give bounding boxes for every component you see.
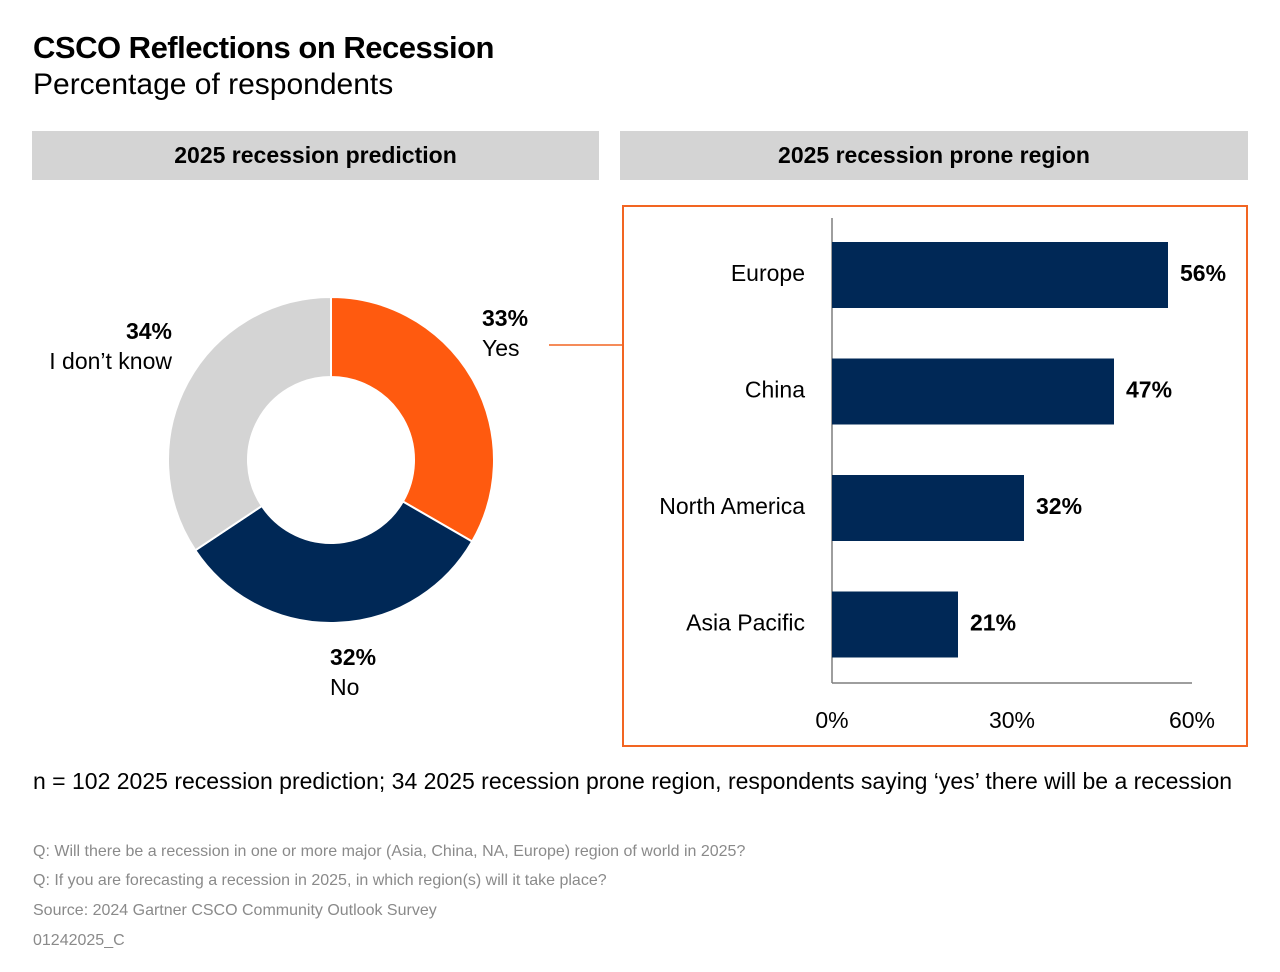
question-1: Q: Will there be a recession in one or m… (33, 843, 746, 860)
bar-value-label-china: 47% (1126, 377, 1172, 403)
donut-category-label-i-don-t-know: I don’t know (49, 348, 172, 374)
bar-value-label-europe: 56% (1180, 260, 1226, 286)
panel-header-region: 2025 recession prone region (620, 131, 1248, 180)
chart-code: 01242025_C (33, 932, 125, 949)
category-label-europe: Europe (731, 260, 805, 286)
donut-value-label-i-don-t-know: 34% (126, 318, 172, 344)
category-label-north-america: North America (659, 493, 805, 519)
chart-subtitle: Percentage of respondents (33, 68, 394, 101)
chart-title: CSCO Reflections on Recession (33, 30, 494, 65)
x-tick-label-2: 60% (1169, 707, 1215, 733)
donut-value-label-no: 32% (330, 644, 376, 670)
bar-chart-frame (622, 205, 1248, 747)
donut-category-label-no: No (330, 674, 359, 700)
donut-labels: 33% Yes 32% No 34% I don’t know (49, 305, 528, 700)
bar-europe (832, 242, 1168, 308)
bar-asia-pacific (832, 591, 958, 658)
source-line: Source: 2024 Gartner CSCO Community Outl… (33, 902, 437, 919)
category-label-china: China (745, 377, 805, 403)
question-2: Q: If you are forecasting a recession in… (33, 872, 607, 889)
donut-chart (167, 295, 495, 624)
donut-slice-no (193, 500, 474, 624)
donut-slice-i-don-t-know (167, 295, 332, 552)
bar-north-america (832, 475, 1024, 541)
donut-value-label-yes: 33% (482, 305, 528, 331)
donut-category-label-yes: Yes (482, 335, 520, 361)
bar-china (832, 358, 1114, 425)
bar-value-label-asia-pacific: 21% (970, 610, 1016, 636)
x-tick-label-1: 30% (989, 707, 1035, 733)
panel-header-prediction: 2025 recession prediction (32, 131, 599, 180)
category-label-asia-pacific: Asia Pacific (686, 610, 805, 636)
bar-value-label-north-america: 32% (1036, 493, 1082, 519)
donut-slice-yes (330, 295, 495, 543)
x-tick-label-0: 0% (815, 707, 848, 733)
sample-note: n = 102 2025 recession prediction; 34 20… (33, 768, 1233, 794)
bar-chart: Europe 56% China 47% North America 32% Asia Pa… (659, 218, 1226, 733)
